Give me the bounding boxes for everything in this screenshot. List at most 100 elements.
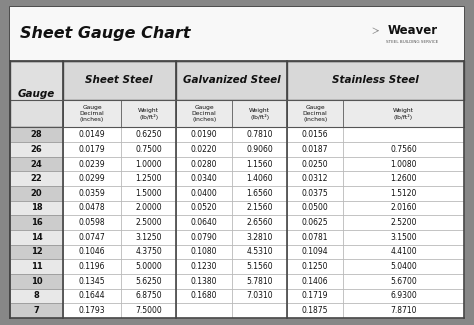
Text: 0.0478: 0.0478	[79, 203, 105, 213]
FancyBboxPatch shape	[10, 186, 63, 201]
FancyBboxPatch shape	[287, 259, 344, 274]
Text: 1.0000: 1.0000	[135, 160, 162, 169]
Text: 0.7500: 0.7500	[135, 145, 162, 154]
Text: 4.4100: 4.4100	[390, 247, 417, 256]
FancyBboxPatch shape	[63, 274, 121, 289]
Text: 0.0340: 0.0340	[191, 174, 218, 183]
FancyBboxPatch shape	[344, 127, 464, 142]
Text: 8: 8	[34, 292, 39, 300]
Text: Sheet Gauge Chart: Sheet Gauge Chart	[20, 26, 191, 42]
Text: 7.8710: 7.8710	[390, 306, 417, 315]
FancyBboxPatch shape	[63, 100, 121, 127]
Text: 0.0250: 0.0250	[302, 160, 328, 169]
Text: 12: 12	[31, 247, 42, 256]
Text: 1.4060: 1.4060	[246, 174, 273, 183]
Text: 26: 26	[31, 145, 42, 154]
Text: 0.0220: 0.0220	[191, 145, 218, 154]
FancyBboxPatch shape	[10, 157, 63, 171]
Text: 5.0400: 5.0400	[390, 262, 417, 271]
Text: 5.6250: 5.6250	[135, 277, 162, 286]
FancyBboxPatch shape	[176, 127, 232, 142]
FancyBboxPatch shape	[121, 201, 176, 215]
FancyBboxPatch shape	[287, 245, 344, 259]
Text: 5.7810: 5.7810	[246, 277, 273, 286]
Text: 0.9060: 0.9060	[246, 145, 273, 154]
FancyBboxPatch shape	[344, 100, 464, 127]
Text: 28: 28	[31, 130, 42, 139]
FancyBboxPatch shape	[232, 186, 287, 201]
FancyBboxPatch shape	[63, 157, 121, 171]
FancyBboxPatch shape	[63, 201, 121, 215]
FancyBboxPatch shape	[287, 157, 344, 171]
Text: Weight
(lb/ft²): Weight (lb/ft²)	[249, 108, 270, 120]
FancyBboxPatch shape	[344, 245, 464, 259]
Text: 1.5120: 1.5120	[391, 189, 417, 198]
Text: 3.2810: 3.2810	[246, 233, 273, 242]
FancyBboxPatch shape	[287, 127, 344, 142]
FancyBboxPatch shape	[10, 274, 63, 289]
FancyBboxPatch shape	[287, 215, 344, 230]
FancyBboxPatch shape	[344, 201, 464, 215]
Text: 0.1196: 0.1196	[79, 262, 105, 271]
FancyBboxPatch shape	[176, 245, 232, 259]
Text: 2.5000: 2.5000	[135, 218, 162, 227]
Text: 0.1406: 0.1406	[302, 277, 328, 286]
Text: Gauge
Decimal
(inches): Gauge Decimal (inches)	[80, 105, 104, 122]
Text: 5.1560: 5.1560	[246, 262, 273, 271]
FancyBboxPatch shape	[10, 142, 63, 157]
Text: 0.0375: 0.0375	[302, 189, 328, 198]
Text: 10: 10	[31, 277, 42, 286]
FancyBboxPatch shape	[10, 259, 63, 274]
Text: 1.1560: 1.1560	[246, 160, 273, 169]
FancyBboxPatch shape	[344, 186, 464, 201]
FancyBboxPatch shape	[176, 303, 232, 318]
FancyBboxPatch shape	[63, 303, 121, 318]
FancyBboxPatch shape	[10, 215, 63, 230]
FancyBboxPatch shape	[232, 157, 287, 171]
FancyBboxPatch shape	[10, 289, 63, 303]
FancyBboxPatch shape	[63, 289, 121, 303]
Text: 14: 14	[31, 233, 42, 242]
FancyBboxPatch shape	[10, 201, 63, 215]
Text: 20: 20	[31, 189, 42, 198]
Text: 5.6700: 5.6700	[390, 277, 417, 286]
FancyBboxPatch shape	[232, 230, 287, 245]
FancyBboxPatch shape	[176, 157, 232, 171]
FancyBboxPatch shape	[121, 215, 176, 230]
Text: Gauge
Decimal
(inches): Gauge Decimal (inches)	[303, 105, 328, 122]
Text: Gauge
Decimal
(inches): Gauge Decimal (inches)	[192, 105, 217, 122]
Text: 0.0187: 0.0187	[302, 145, 328, 154]
FancyBboxPatch shape	[232, 215, 287, 230]
Text: 4.3750: 4.3750	[135, 247, 162, 256]
FancyBboxPatch shape	[10, 171, 63, 186]
FancyBboxPatch shape	[176, 274, 232, 289]
Text: 0.0500: 0.0500	[302, 203, 328, 213]
FancyBboxPatch shape	[10, 245, 63, 259]
Text: 4.5310: 4.5310	[246, 247, 273, 256]
FancyBboxPatch shape	[121, 142, 176, 157]
Text: Gauge: Gauge	[18, 89, 55, 99]
Text: 2.1560: 2.1560	[246, 203, 273, 213]
Text: Weight
(lb/ft²): Weight (lb/ft²)	[138, 108, 159, 120]
FancyBboxPatch shape	[287, 274, 344, 289]
FancyBboxPatch shape	[63, 61, 176, 100]
Text: 18: 18	[31, 203, 42, 213]
Text: 0.0239: 0.0239	[79, 160, 105, 169]
FancyBboxPatch shape	[232, 245, 287, 259]
FancyBboxPatch shape	[344, 230, 464, 245]
Text: 6.9300: 6.9300	[390, 292, 417, 300]
Text: 0.7560: 0.7560	[390, 145, 417, 154]
FancyBboxPatch shape	[344, 215, 464, 230]
FancyBboxPatch shape	[10, 7, 464, 61]
Text: 0.7810: 0.7810	[246, 130, 273, 139]
FancyBboxPatch shape	[232, 274, 287, 289]
FancyBboxPatch shape	[176, 230, 232, 245]
FancyBboxPatch shape	[121, 157, 176, 171]
Text: 22: 22	[31, 174, 42, 183]
Text: 0.1230: 0.1230	[191, 262, 218, 271]
Text: 0.0299: 0.0299	[79, 174, 105, 183]
FancyBboxPatch shape	[232, 100, 287, 127]
Text: Galvanized Steel: Galvanized Steel	[182, 75, 280, 85]
Text: Weaver: Weaver	[387, 24, 438, 37]
FancyBboxPatch shape	[121, 171, 176, 186]
